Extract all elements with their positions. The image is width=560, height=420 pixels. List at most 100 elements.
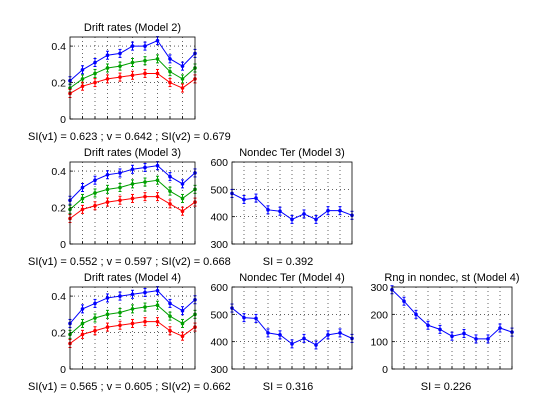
data-point bbox=[168, 69, 172, 74]
data-point bbox=[118, 323, 122, 328]
data-point bbox=[155, 288, 160, 293]
data-point bbox=[180, 64, 185, 68]
data-point bbox=[314, 217, 318, 222]
data-point bbox=[80, 185, 85, 190]
data-point bbox=[130, 60, 135, 65]
chart-m4-drift: 0 0.2 0.4 Drift rates (Model 4) SI(v1) = 0.5… bbox=[28, 272, 231, 393]
data-point bbox=[80, 68, 85, 72]
data-point bbox=[80, 77, 85, 81]
chart-title: Rng in nondec, st (Model 4) bbox=[384, 272, 519, 284]
y-tick-label: 0 bbox=[60, 114, 66, 126]
data-point bbox=[105, 200, 110, 204]
data-point bbox=[242, 197, 246, 202]
data-point bbox=[155, 319, 160, 324]
data-point bbox=[143, 180, 147, 184]
data-point bbox=[130, 73, 135, 78]
data-point bbox=[130, 292, 135, 297]
data-point bbox=[338, 208, 342, 213]
data-point bbox=[105, 172, 110, 177]
chart-title: Nondec Ter (Model 4) bbox=[239, 272, 345, 284]
data-point bbox=[143, 58, 147, 63]
data-point bbox=[93, 301, 97, 306]
data-point bbox=[338, 331, 342, 335]
data-point bbox=[498, 326, 502, 330]
chart-m3-ter: 300 400 500 600 Nondec Ter (Model 3) SI = 0.3… bbox=[210, 147, 354, 268]
data-point bbox=[93, 178, 97, 183]
chart-caption: SI(v1) = 0.623 ; v = 0.642 ; SI(v2) = 0.… bbox=[28, 131, 231, 143]
y-tick-label: 0.4 bbox=[51, 166, 66, 178]
data-point bbox=[80, 321, 85, 326]
chart-title: Drift rates (Model 4) bbox=[84, 272, 181, 284]
axes-box bbox=[69, 161, 196, 245]
data-point bbox=[168, 328, 172, 333]
data-point bbox=[130, 196, 135, 201]
data-point bbox=[143, 305, 147, 309]
y-tick-label: 0 bbox=[382, 364, 388, 376]
y-tick-label: 0.2 bbox=[51, 328, 66, 340]
data-point bbox=[302, 212, 306, 216]
axes-box bbox=[231, 161, 353, 245]
data-point bbox=[414, 312, 418, 317]
data-point bbox=[105, 296, 110, 300]
y-tick-label: 200 bbox=[370, 309, 388, 321]
data-point bbox=[93, 60, 97, 65]
data-point bbox=[130, 307, 135, 311]
data-point bbox=[155, 57, 160, 61]
data-point bbox=[93, 71, 97, 76]
data-point bbox=[168, 189, 172, 193]
y-tick-label: 600 bbox=[210, 282, 228, 294]
chart-caption: SI = 0.226 bbox=[421, 381, 471, 393]
data-point bbox=[180, 334, 185, 339]
chart-title: Drift rates (Model 2) bbox=[84, 22, 181, 34]
data-point bbox=[105, 66, 110, 70]
data-point bbox=[168, 314, 172, 318]
data-point bbox=[254, 196, 258, 200]
y-tick-label: 500 bbox=[210, 309, 228, 321]
data-point bbox=[180, 182, 185, 186]
data-point bbox=[155, 303, 160, 308]
data-point bbox=[93, 80, 97, 85]
y-tick-label: 300 bbox=[370, 282, 388, 294]
data-point bbox=[278, 333, 282, 337]
chart-title: Nondec Ter (Model 3) bbox=[239, 147, 345, 159]
y-tick-label: 300 bbox=[210, 239, 228, 251]
data-point bbox=[105, 325, 110, 329]
data-point bbox=[278, 209, 282, 213]
data-point bbox=[180, 86, 185, 90]
data-point bbox=[130, 44, 135, 48]
data-point bbox=[168, 174, 172, 179]
data-point bbox=[93, 316, 97, 320]
data-point bbox=[266, 208, 270, 212]
chart-m3-drift: 0 0.2 0.4 Drift rates (Model 3) SI(v1) = 0.5… bbox=[28, 147, 231, 268]
data-point bbox=[180, 196, 185, 201]
data-point bbox=[450, 334, 454, 339]
data-point bbox=[118, 198, 122, 203]
data-point bbox=[155, 194, 160, 199]
y-tick-label: 100 bbox=[370, 337, 388, 349]
data-point bbox=[130, 321, 135, 326]
data-point bbox=[326, 208, 330, 213]
data-point bbox=[118, 294, 122, 298]
data-point bbox=[118, 75, 122, 79]
data-point bbox=[143, 44, 147, 48]
data-point bbox=[290, 342, 294, 346]
data-point bbox=[105, 187, 110, 192]
y-tick-label: 0 bbox=[60, 239, 66, 251]
data-point bbox=[180, 321, 185, 326]
data-point bbox=[302, 336, 306, 341]
y-tick-label: 0.4 bbox=[51, 291, 66, 303]
data-point bbox=[254, 316, 258, 321]
chart-caption: SI(v1) = 0.565 ; v = 0.605 ; SI(v2) = 0.… bbox=[28, 381, 231, 393]
data-point bbox=[168, 202, 172, 206]
y-tick-label: 400 bbox=[210, 337, 228, 349]
data-point bbox=[143, 290, 147, 295]
data-point bbox=[118, 51, 122, 56]
data-point bbox=[93, 328, 97, 333]
data-point bbox=[80, 207, 85, 212]
data-point bbox=[105, 53, 110, 58]
data-point bbox=[180, 209, 185, 213]
axes-box bbox=[391, 286, 513, 370]
data-point bbox=[180, 77, 185, 81]
data-point bbox=[118, 64, 122, 68]
y-tick-label: 500 bbox=[210, 184, 228, 196]
